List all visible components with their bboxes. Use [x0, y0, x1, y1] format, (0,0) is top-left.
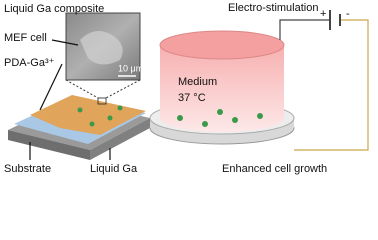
label: + — [320, 8, 326, 20]
circuit — [279, 10, 369, 151]
petri-dish — [149, 30, 295, 145]
label: Liquid Ga — [90, 163, 138, 175]
label: Liquid Ga composite — [4, 3, 104, 15]
label: 10 μm — [118, 63, 143, 73]
label: - — [346, 8, 350, 20]
composite-slab — [8, 95, 150, 160]
label: Medium — [178, 76, 217, 88]
label: 37 °C — [178, 92, 206, 104]
label: MEF cell — [4, 32, 47, 44]
label: Substrate — [4, 163, 51, 175]
label: Electro-stimulation — [228, 2, 318, 14]
diagram: Liquid Ga composite MEF cell PDA-Ga³⁺ 10… — [4, 2, 369, 175]
label: PDA-Ga³⁺ — [4, 57, 55, 69]
label: Enhanced cell growth — [222, 163, 327, 175]
arrows — [29, 39, 111, 160]
sem-inset — [65, 12, 141, 99]
